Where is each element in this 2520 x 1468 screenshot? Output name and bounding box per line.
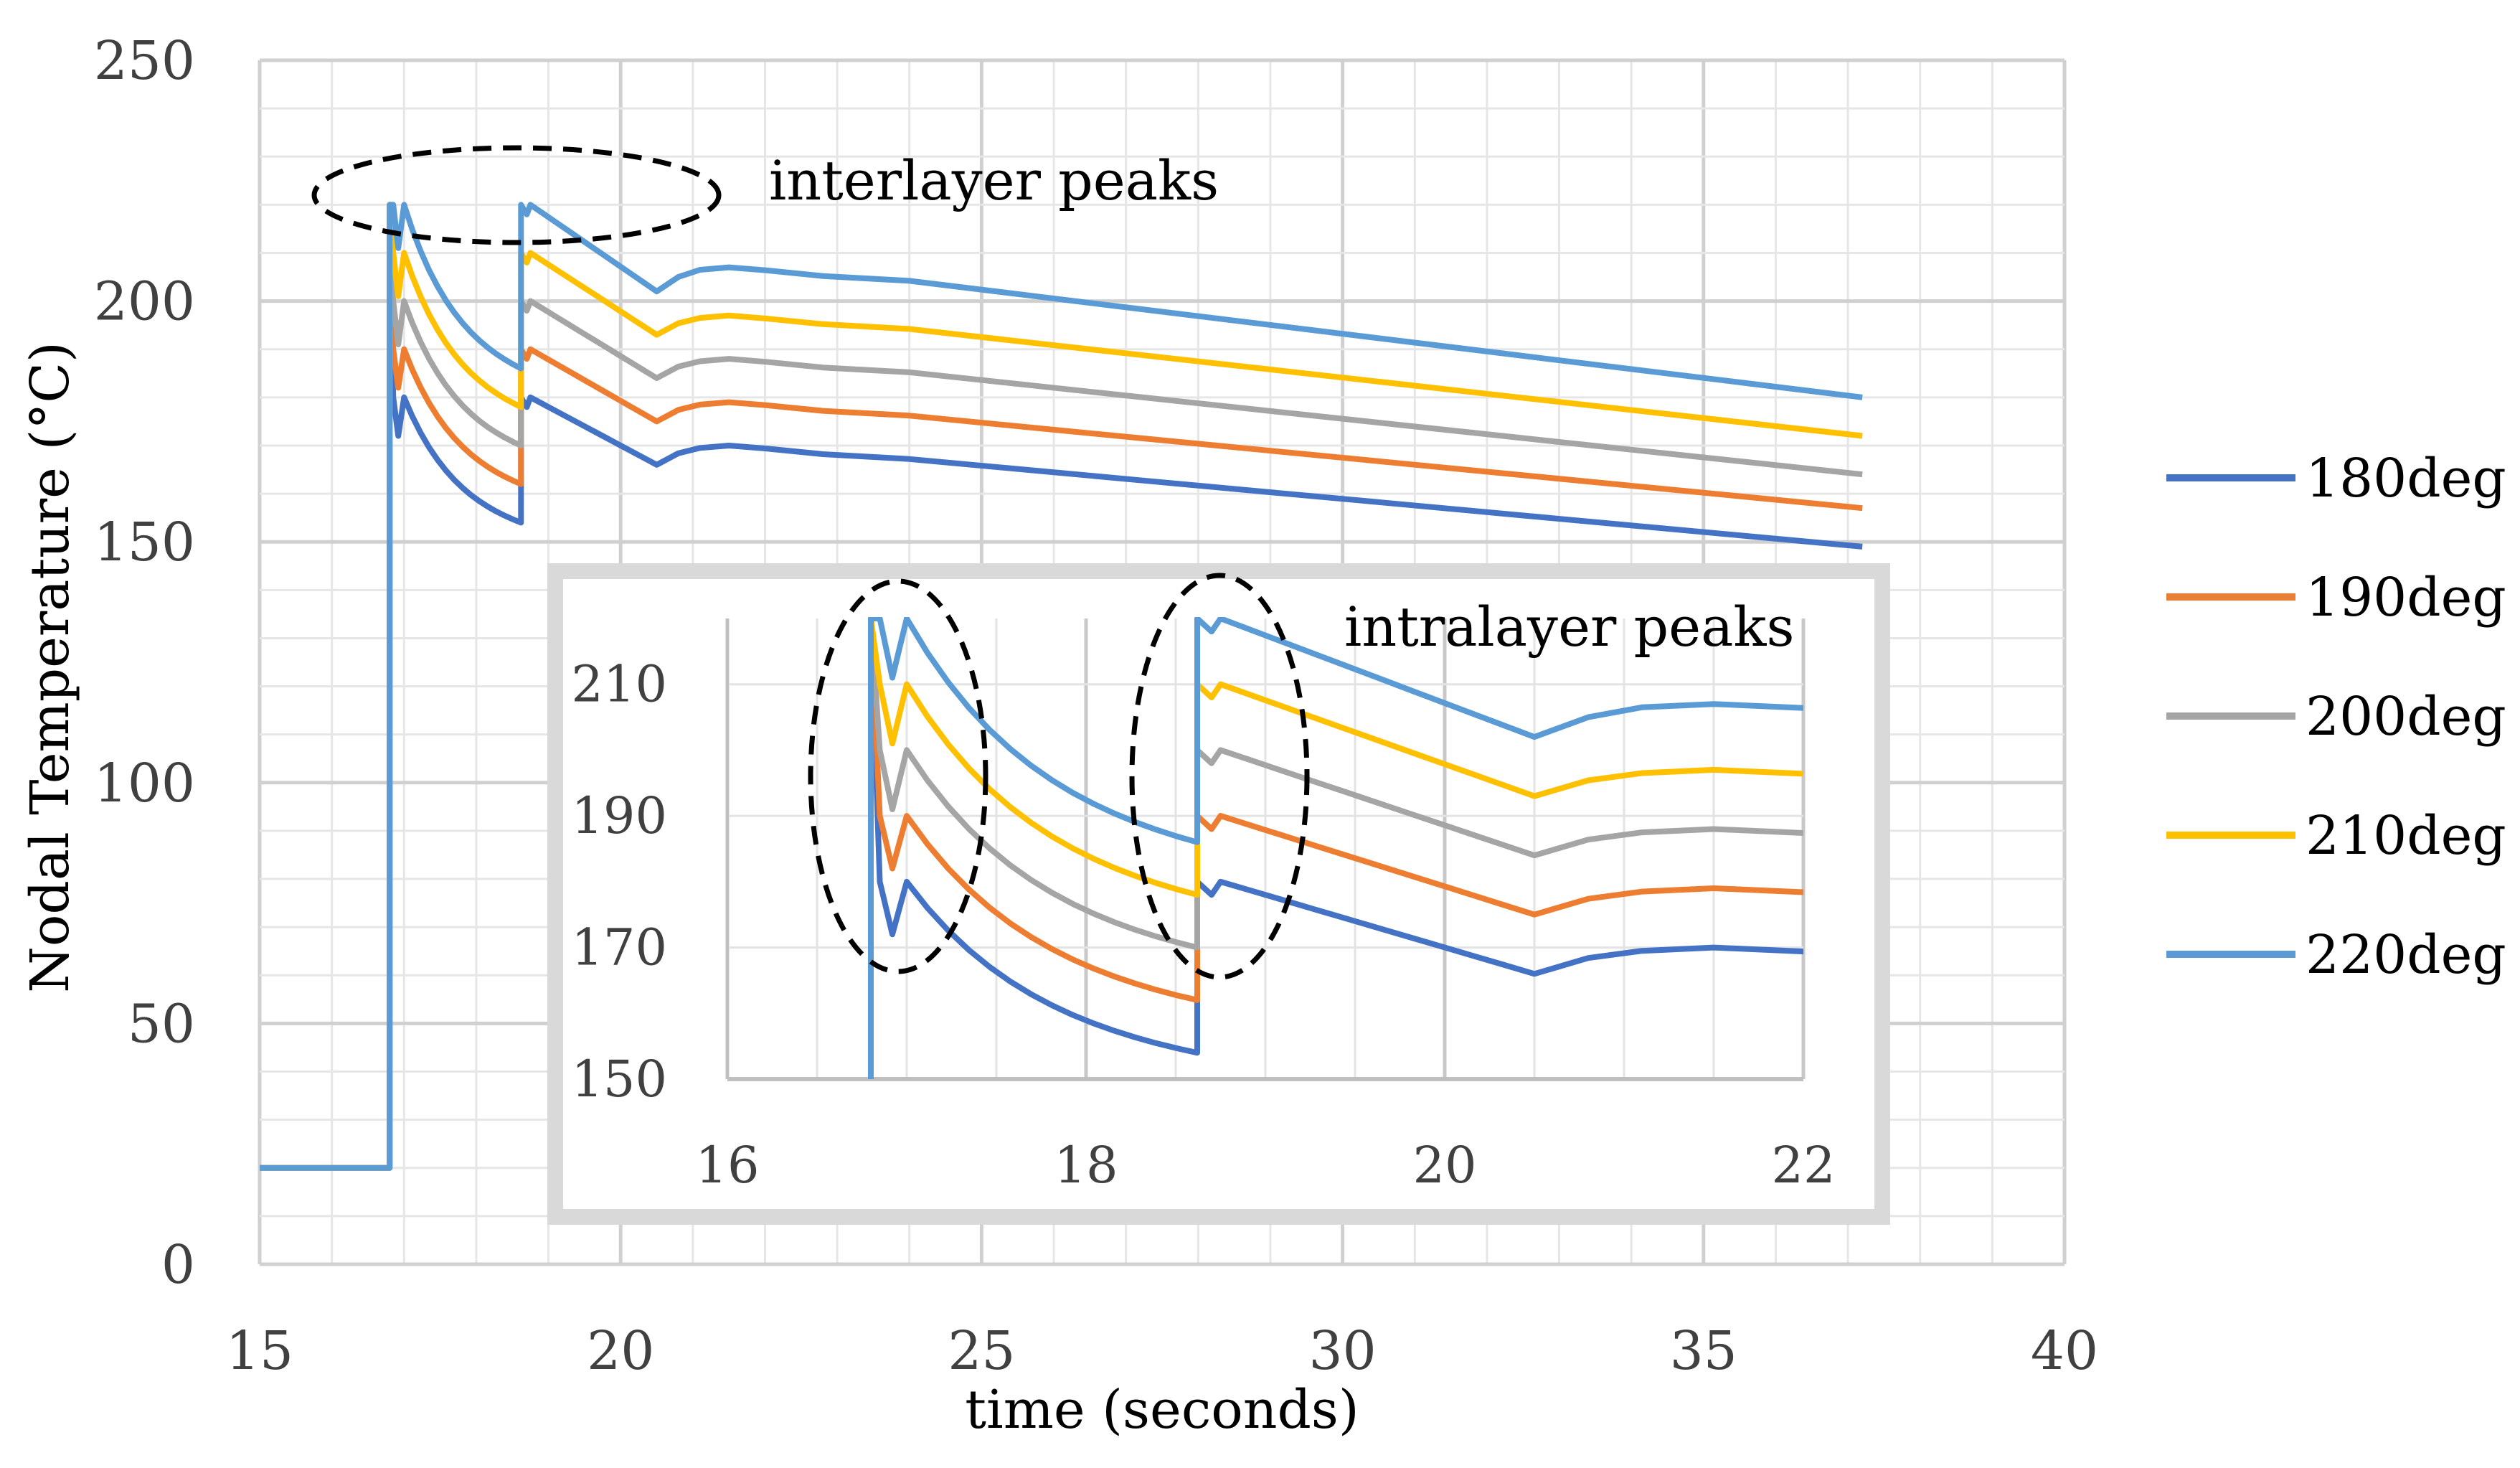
x-axis-title: time (seconds) <box>965 1379 1359 1441</box>
inset-x-tick-label: 20 <box>1412 1136 1476 1195</box>
x-tick-label: 40 <box>2031 1320 2098 1382</box>
legend-label-220deg: 220deg <box>2306 924 2506 986</box>
legend: 180deg 190deg 200deg 210deg 220deg <box>2166 448 2506 986</box>
y-tick-label: 150 <box>94 512 195 573</box>
x-tick-label: 15 <box>226 1320 293 1382</box>
x-tick-label: 20 <box>587 1320 654 1382</box>
inset-series-line-210deg <box>868 617 1803 1079</box>
interlayer-peaks-annotation: interlayer peaks <box>311 145 1219 245</box>
series-line-180deg <box>260 202 1863 1171</box>
inset-series-line-190deg <box>868 617 1803 1079</box>
main-series-lines <box>260 202 1863 1171</box>
y-tick-label: 50 <box>128 993 195 1055</box>
legend-label-190deg: 190deg <box>2306 567 2506 629</box>
legend-label-210deg: 210deg <box>2306 805 2506 867</box>
interlayer-peaks-ellipse <box>311 145 722 245</box>
inset-chart: 16 18 20 22 150 170 190 210 intralayer peaks <box>547 563 1890 1225</box>
y-tick-label: 100 <box>94 753 195 814</box>
inset-tick-labels: 16 18 20 22 150 170 190 210 <box>571 655 1835 1195</box>
inset-frame <box>547 563 1890 1225</box>
interlayer-peaks-label: interlayer peaks <box>769 149 1219 212</box>
legend-label-180deg: 180deg <box>2306 448 2506 509</box>
y-tick-label: 200 <box>94 271 195 333</box>
inset-series-line-220deg <box>868 617 1803 1079</box>
series-line-200deg <box>260 202 1863 1171</box>
x-tick-label: 35 <box>1670 1320 1737 1382</box>
intralayer-peak-ellipse-2 <box>1129 573 1310 980</box>
inset-y-tick-label: 210 <box>571 655 667 714</box>
inset-series-line-180deg <box>868 617 1803 1079</box>
y-tick-label: 0 <box>161 1234 195 1296</box>
main-tick-labels: 15 20 25 30 35 40 0 50 100 150 200 250 <box>94 30 2098 1382</box>
x-tick-label: 30 <box>1309 1320 1377 1382</box>
legend-label-200deg: 200deg <box>2306 686 2506 748</box>
intralayer-peaks-label: intralayer peaks <box>1344 595 1794 659</box>
series-line-220deg <box>260 202 1863 1171</box>
x-tick-label: 25 <box>948 1320 1015 1382</box>
intralayer-peak-ellipse-1 <box>808 578 988 974</box>
inset-x-tick-label: 16 <box>695 1136 759 1195</box>
inset-series-line-200deg <box>868 617 1803 1079</box>
inset-series-lines <box>868 617 1803 1079</box>
series-line-190deg <box>260 202 1863 1171</box>
inset-x-tick-label: 18 <box>1054 1136 1118 1195</box>
series-line-210deg <box>260 202 1863 1171</box>
inset-y-tick-label: 190 <box>571 786 667 845</box>
inset-x-tick-label: 22 <box>1771 1136 1835 1195</box>
y-axis-title: Nodal Temperature (°C) <box>19 342 81 993</box>
inset-y-tick-label: 150 <box>571 1050 667 1109</box>
y-tick-label: 250 <box>94 30 195 92</box>
inset-y-tick-label: 170 <box>571 918 667 977</box>
